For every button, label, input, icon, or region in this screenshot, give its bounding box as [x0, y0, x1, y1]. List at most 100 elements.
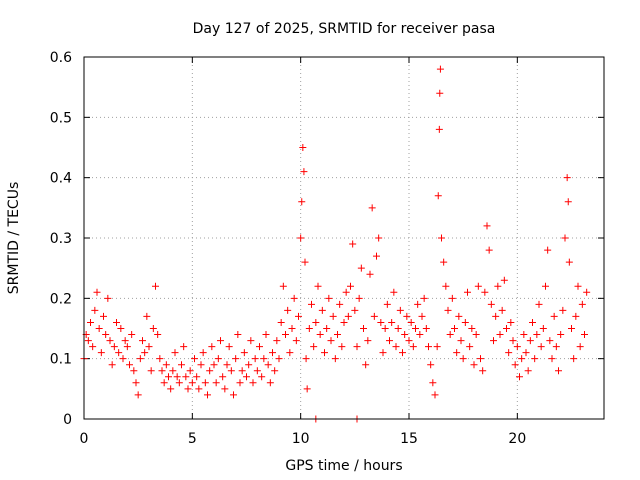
data-point: [434, 192, 442, 200]
data-point: [271, 367, 279, 375]
y-tick-label: 0.4: [50, 171, 72, 187]
data-point: [513, 343, 521, 351]
data-point: [492, 312, 500, 320]
data-point: [375, 234, 383, 242]
data-point: [206, 367, 214, 375]
data-point: [316, 331, 324, 339]
data-point: [336, 300, 344, 308]
y-tick-label: 0.2: [50, 291, 72, 307]
data-point: [210, 361, 218, 369]
data-point: [572, 312, 580, 320]
data-point: [87, 318, 94, 326]
data-point: [156, 355, 164, 363]
data-point: [139, 337, 146, 345]
x-tick-label: 10: [292, 431, 310, 447]
data-point: [368, 204, 376, 212]
data-point: [522, 349, 530, 357]
data-point: [479, 367, 487, 375]
data-point: [217, 337, 224, 345]
data-point: [420, 294, 428, 302]
x-tick-label: 20: [508, 431, 526, 447]
data-point: [167, 385, 175, 393]
data-point: [435, 125, 443, 133]
data-point: [184, 385, 192, 393]
data-point: [149, 325, 157, 332]
data-point: [399, 349, 406, 357]
data-point: [290, 294, 298, 302]
y-tick-label: 0.3: [50, 231, 72, 247]
data-point: [583, 288, 591, 296]
data-point: [201, 379, 209, 387]
data-point: [253, 367, 261, 375]
data-point: [130, 367, 138, 375]
data-point: [505, 349, 513, 357]
data-point: [327, 337, 335, 345]
data-point: [466, 343, 474, 351]
data-point: [427, 361, 435, 369]
data-point: [416, 331, 424, 339]
y-tick-label: 0.1: [50, 352, 72, 368]
data-point: [197, 361, 205, 369]
data-point: [383, 300, 391, 308]
data-point: [503, 325, 510, 332]
data-point: [531, 355, 539, 363]
data-point: [186, 367, 194, 375]
data-point: [314, 282, 322, 290]
data-point: [243, 373, 250, 381]
data-point: [113, 318, 120, 326]
data-point: [524, 367, 532, 375]
data-point: [568, 325, 575, 332]
data-point: [544, 246, 552, 254]
data-point: [574, 282, 582, 290]
data-point: [338, 343, 346, 351]
data-point: [225, 343, 233, 351]
x-tick-label: 5: [188, 431, 197, 447]
data-point: [141, 349, 149, 357]
data-point: [89, 343, 97, 351]
data-point: [334, 331, 341, 339]
data-point: [104, 294, 112, 302]
data-point: [292, 337, 300, 345]
data-point: [240, 349, 248, 357]
data-point: [485, 246, 493, 254]
data-point: [548, 355, 556, 363]
data-point: [394, 325, 402, 332]
x-tick-label: 15: [400, 431, 418, 447]
y-axis-label: SRMTID / TECUs: [6, 182, 22, 295]
data-point: [204, 391, 211, 399]
data-point: [195, 385, 203, 393]
data-point: [429, 379, 437, 387]
data-point: [373, 252, 380, 260]
data-point: [100, 312, 107, 320]
data-point: [565, 258, 573, 266]
data-point: [357, 264, 365, 272]
data-point: [349, 240, 357, 248]
data-point: [440, 258, 448, 266]
data-points: [80, 65, 591, 423]
data-point: [305, 325, 313, 332]
data-point: [483, 222, 491, 230]
data-point: [468, 325, 476, 332]
data-point: [550, 312, 558, 320]
data-point: [520, 331, 528, 339]
data-point: [282, 331, 289, 339]
data-point: [302, 355, 310, 363]
data-point: [262, 331, 270, 339]
data-point: [529, 318, 536, 326]
data-point: [182, 373, 190, 381]
data-point: [442, 282, 450, 290]
data-point: [297, 234, 305, 242]
data-point: [386, 337, 393, 345]
data-point: [581, 331, 588, 339]
data-point: [518, 355, 526, 363]
data-point: [431, 391, 439, 399]
data-point: [433, 343, 441, 351]
data-point: [552, 343, 560, 351]
data-point: [500, 276, 508, 284]
data-point: [119, 355, 127, 363]
data-point: [269, 349, 276, 357]
data-point: [425, 343, 432, 351]
data-point: [284, 306, 292, 314]
data-point: [351, 306, 359, 314]
data-point: [300, 168, 308, 176]
